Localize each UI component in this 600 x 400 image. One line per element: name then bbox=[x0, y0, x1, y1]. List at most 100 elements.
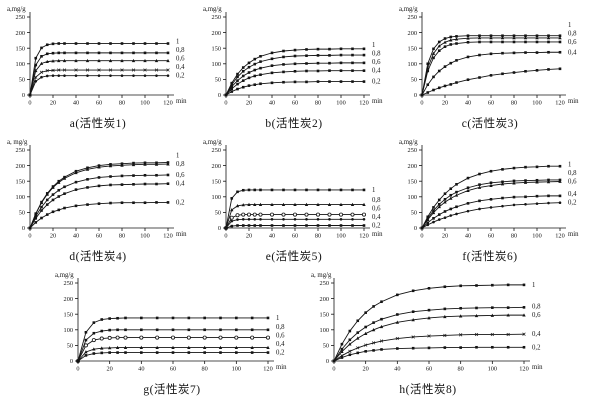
x-tick-label: 20 bbox=[246, 100, 252, 107]
y-tick-label: 0 bbox=[22, 92, 25, 99]
x-tick-label: 80 bbox=[511, 233, 517, 240]
y-tick-label: 150 bbox=[320, 311, 329, 318]
series-label: 0,6 bbox=[568, 39, 577, 46]
x-unit-label: min bbox=[568, 231, 579, 238]
series-0,4 bbox=[332, 332, 526, 363]
tick-labels: 0 50 100 150 200 250 0 20 40 60 80 100 120 bbox=[212, 147, 369, 239]
y-tick-label: 200 bbox=[16, 163, 25, 170]
x-tick-label: 20 bbox=[363, 366, 369, 373]
series-0,2 bbox=[332, 345, 526, 363]
x-tick-label: 60 bbox=[488, 100, 494, 107]
x-tick-label: 60 bbox=[96, 100, 102, 107]
series-label: 0,2 bbox=[568, 200, 577, 207]
series-label: 0,4 bbox=[176, 181, 185, 188]
chart-h: 0 50 100 150 200 250 0 20 40 60 80 100 120 a, mg/g min… bbox=[304, 269, 552, 399]
x-tick-label: 100 bbox=[232, 366, 241, 373]
x-tick-label: 80 bbox=[119, 100, 125, 107]
tick-labels: 0 50 100 150 200 250 0 20 40 60 80 100 120 bbox=[16, 14, 173, 106]
y-tick-label: 200 bbox=[212, 163, 221, 170]
series-0,8 bbox=[28, 162, 170, 230]
x-tick-label: 100 bbox=[336, 233, 345, 240]
series-label: 0,8 bbox=[276, 324, 285, 331]
x-tick-label: 80 bbox=[458, 366, 464, 373]
x-tick-label: 120 bbox=[359, 233, 368, 240]
y-tick-label: 0 bbox=[70, 358, 73, 365]
series-0,2 bbox=[28, 74, 170, 97]
series-1 bbox=[332, 283, 526, 363]
series-0,4 bbox=[76, 345, 270, 363]
y-tick-label: 250 bbox=[320, 280, 329, 287]
y-tick-label: 150 bbox=[408, 178, 417, 185]
series-label: 0,2 bbox=[276, 350, 285, 357]
series-0,2 bbox=[76, 351, 270, 363]
chart-c-caption: c(活性炭3) bbox=[461, 118, 519, 130]
x-tick-label: 80 bbox=[315, 233, 321, 240]
y-tick-label: 100 bbox=[16, 194, 25, 201]
series-0,6 bbox=[28, 173, 170, 230]
x-tick-label: 0 bbox=[76, 366, 79, 373]
series-label: 1 bbox=[176, 153, 179, 160]
y-tick-label: 0 bbox=[414, 225, 417, 232]
x-tick-label: 0 bbox=[420, 233, 423, 240]
chart-a-canvas: 0 50 100 150 200 250 0 20 40 60 80 100 120 a,mg/g min 1… bbox=[7, 6, 187, 107]
x-tick-label: 100 bbox=[532, 100, 541, 107]
series-label: 0,6 bbox=[176, 56, 185, 63]
y-tick-label: 100 bbox=[64, 327, 73, 334]
x-tick-label: 20 bbox=[442, 100, 448, 107]
x-tick-label: 20 bbox=[107, 366, 113, 373]
y-tick-label: 100 bbox=[212, 194, 221, 201]
x-tick-label: 100 bbox=[140, 100, 149, 107]
y-tick-label: 0 bbox=[414, 92, 417, 99]
x-tick-label: 120 bbox=[555, 233, 564, 240]
series-0,6 bbox=[332, 313, 526, 363]
y-tick-label: 50 bbox=[215, 210, 221, 217]
y-tick-label: 250 bbox=[408, 14, 417, 21]
chart-a: 0 50 100 150 200 250 0 20 40 60 80 100 120 a,mg/g min 1… bbox=[0, 3, 196, 136]
x-tick-label: 80 bbox=[315, 100, 321, 107]
chart-c-canvas: 0 50 100 150 200 250 0 20 40 60 80 100 120 a,mg/g min 1… bbox=[399, 6, 579, 107]
tick-labels: 0 50 100 150 200 250 0 20 40 60 80 100 120 bbox=[64, 280, 273, 372]
chart-e-caption: e(活性炭5) bbox=[265, 251, 323, 263]
series-1 bbox=[224, 188, 366, 230]
x-unit-label: min bbox=[176, 231, 187, 238]
y-tick-label: 0 bbox=[218, 225, 221, 232]
series-0,6 bbox=[223, 212, 366, 231]
tick-labels: 0 50 100 150 200 250 0 20 40 60 80 100 120 bbox=[212, 14, 369, 106]
chart-f-caption: f(活性炭6) bbox=[462, 251, 518, 263]
chart-e: 0 50 100 150 200 250 0 20 40 60 80 100 120 a,mg/g min 1… bbox=[196, 136, 392, 269]
y-tick-label: 100 bbox=[16, 61, 25, 68]
series-label: 0,2 bbox=[372, 79, 381, 86]
y-tick-label: 200 bbox=[408, 30, 417, 37]
series-label: 0,2 bbox=[176, 73, 185, 80]
x-tick-label: 100 bbox=[488, 366, 497, 373]
series-0,4 bbox=[420, 50, 562, 97]
x-tick-label: 20 bbox=[442, 233, 448, 240]
chart-e-canvas: 0 50 100 150 200 250 0 20 40 60 80 100 120 a,mg/g min 1… bbox=[203, 139, 383, 240]
y-axis-label: a,mg/g bbox=[55, 272, 74, 279]
series-label: 0,2 bbox=[176, 199, 185, 206]
series-0,4 bbox=[28, 182, 170, 230]
chart-h-caption: h(活性炭8) bbox=[399, 384, 457, 396]
x-unit-label: min bbox=[568, 98, 579, 105]
series-label: 1 bbox=[568, 22, 571, 29]
x-tick-label: 60 bbox=[292, 233, 298, 240]
y-tick-label: 0 bbox=[218, 92, 221, 99]
x-tick-label: 20 bbox=[50, 100, 56, 107]
y-tick-label: 250 bbox=[212, 147, 221, 154]
series-0,8 bbox=[224, 53, 366, 97]
x-tick-label: 120 bbox=[163, 100, 172, 107]
x-tick-label: 40 bbox=[465, 233, 471, 240]
x-unit-label: min bbox=[176, 98, 187, 105]
series-label: 0,8 bbox=[568, 170, 577, 177]
x-tick-label: 40 bbox=[269, 100, 275, 107]
y-tick-label: 100 bbox=[408, 194, 417, 201]
x-tick-label: 60 bbox=[170, 366, 176, 373]
x-tick-label: 0 bbox=[28, 233, 31, 240]
x-tick-label: 100 bbox=[140, 233, 149, 240]
y-axis-label: a,mg/g bbox=[399, 6, 418, 13]
x-tick-label: 120 bbox=[359, 100, 368, 107]
chart-row-1: 0 50 100 150 200 250 0 20 40 60 80 100 120 a,mg/g min 1… bbox=[0, 3, 600, 136]
axes bbox=[27, 145, 174, 231]
y-tick-label: 0 bbox=[22, 225, 25, 232]
